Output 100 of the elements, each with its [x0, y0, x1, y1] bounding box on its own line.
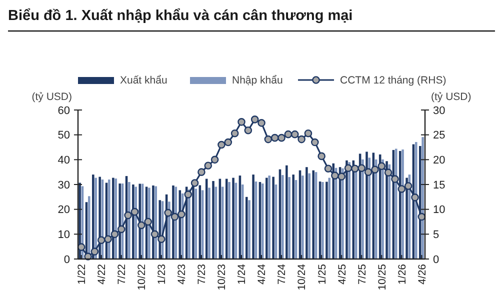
- point: [244, 126, 252, 134]
- point: [278, 134, 286, 142]
- point: [290, 130, 299, 138]
- point: [178, 210, 186, 218]
- point: [284, 130, 292, 138]
- point: [258, 119, 266, 127]
- point: [238, 118, 246, 126]
- point: [250, 116, 259, 124]
- bar: [288, 177, 290, 259]
- y2-tick-label: 15: [433, 179, 446, 192]
- x-tick-label: 4/22: [96, 264, 108, 284]
- point: [104, 235, 112, 244]
- bar: [241, 184, 244, 259]
- y-tick-label: 50: [58, 130, 70, 142]
- chart-title: Biểu đồ 1. Xuất nhập khẩu và cán cân thương mại: [8, 8, 353, 24]
- point: [384, 168, 392, 176]
- bar: [94, 178, 97, 259]
- point: [130, 208, 139, 216]
- point: [391, 175, 399, 183]
- x-tick-label: 4/24: [256, 264, 268, 284]
- point: [124, 211, 132, 220]
- y2-tick-label: 0: [433, 254, 440, 266]
- point: [110, 230, 119, 238]
- point: [210, 156, 219, 164]
- y-tick-label: 0: [64, 254, 70, 266]
- bar: [414, 142, 418, 259]
- point: [144, 218, 152, 226]
- point: [230, 129, 239, 138]
- legend-label: Xuất khẩu: [120, 74, 168, 87]
- point: [318, 152, 326, 160]
- y-tick-label: 10: [58, 229, 70, 242]
- bar: [282, 175, 284, 259]
- x-tick-label: 1/24: [236, 264, 248, 284]
- legend-label: Nhập khẩu: [232, 74, 283, 87]
- x-tick-label: 7/25: [356, 264, 368, 284]
- point: [77, 243, 86, 251]
- y2-tick-label: 20: [433, 154, 446, 167]
- bar: [422, 137, 424, 259]
- x-tick-label: 7/22: [116, 264, 128, 284]
- x-tick-label: 4/23: [176, 264, 188, 284]
- point: [344, 164, 352, 172]
- point: [117, 225, 126, 234]
- point: [164, 208, 172, 217]
- bar: [322, 182, 324, 259]
- point: [404, 182, 412, 190]
- point: [224, 138, 232, 146]
- point: [378, 162, 386, 170]
- bar: [208, 188, 210, 259]
- point: [270, 134, 279, 142]
- point: [398, 185, 406, 193]
- point: [298, 135, 306, 144]
- point: [264, 135, 272, 144]
- point: [411, 194, 419, 202]
- x-tick-label: 1/26: [396, 264, 408, 284]
- point: [351, 164, 359, 173]
- point: [310, 138, 319, 146]
- bar: [212, 181, 214, 259]
- point: [184, 190, 192, 198]
- point: [371, 166, 379, 174]
- bar: [312, 170, 314, 259]
- bar: [308, 173, 310, 259]
- bar: [262, 184, 264, 259]
- bar: [342, 168, 344, 259]
- point: [364, 168, 372, 176]
- x-tick-label: 4/25: [336, 264, 348, 284]
- point: [324, 164, 332, 173]
- bar: [362, 159, 364, 259]
- bar: [248, 200, 250, 259]
- bar: [154, 186, 158, 259]
- bar: [402, 149, 404, 259]
- x-tick-label: 4/26: [416, 264, 428, 284]
- bar: [114, 178, 117, 259]
- bar: [245, 196, 248, 259]
- x-tick-label: 1/23: [156, 264, 168, 284]
- point: [97, 236, 106, 244]
- y-tick-label: 40: [58, 154, 70, 167]
- bar: [286, 165, 288, 259]
- bar: [382, 159, 384, 259]
- bar: [272, 176, 274, 259]
- y2-tick-label: 5: [433, 229, 440, 242]
- bar: [252, 174, 254, 259]
- y-axis-title: (tỷ USD): [32, 91, 72, 103]
- y-tick-label: 30: [58, 179, 70, 192]
- point: [90, 248, 99, 256]
- bar: [292, 174, 294, 259]
- bar: [326, 182, 328, 259]
- point: [198, 168, 206, 176]
- point: [338, 172, 346, 180]
- y2-tick-label: 25: [433, 130, 446, 142]
- x-tick-label: 10/24: [296, 264, 308, 290]
- bar: [228, 182, 230, 259]
- bar: [128, 182, 130, 259]
- x-tick-label: 10/22: [136, 264, 148, 290]
- bar: [108, 180, 110, 259]
- point: [218, 140, 226, 149]
- y-tick-label: 60: [58, 104, 70, 117]
- y2-tick-label: 30: [433, 104, 446, 117]
- y-tick-label: 20: [58, 204, 70, 216]
- point: [204, 162, 212, 170]
- x-tick-label: 10/25: [376, 264, 388, 290]
